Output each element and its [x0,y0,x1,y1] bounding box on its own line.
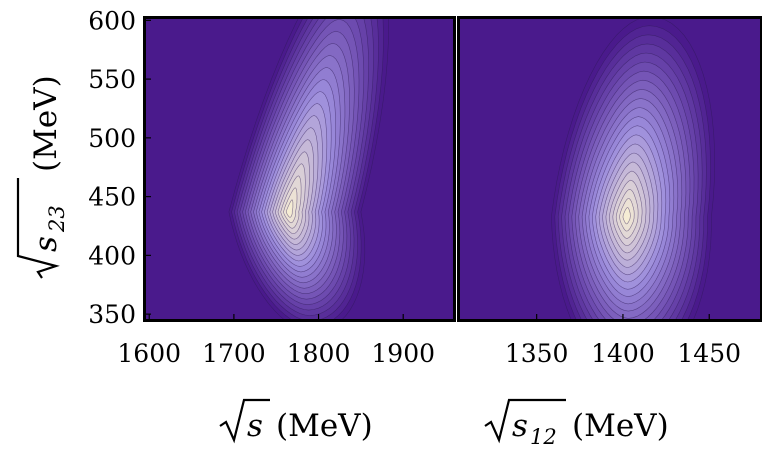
x-ticks-1: 1600 1700 1800 1900 [117,314,435,368]
y-tick-label: 450 [88,183,136,212]
contour-bands-1 [228,18,389,320]
x-tick-label: 1450 [677,339,741,368]
x-label-1-unit: (MeV) [276,408,373,444]
y-axis-label: s 23 (MeV) [16,75,69,279]
y-tick-label: 500 [88,124,136,153]
y-label-subscript: 23 [45,205,69,233]
y-tick-label: 350 [88,300,136,329]
contour-level-22 [285,199,294,218]
x-tick-label: 1700 [202,339,266,368]
y-label-unit: (MeV) [28,75,64,172]
plot-frame-1 [143,16,456,322]
contour-panel-1: 350 400 450 500 550 600 1600 1700 1800 1900 [88,6,456,368]
x-label-2-sqrt-sign [484,398,566,444]
x-tick-label: 1800 [287,339,351,368]
x-label-1-radicand: s [247,408,263,444]
y-label-sqrt-sign [16,178,60,279]
x-tick-label: 1600 [117,339,181,368]
contour-level-22 [622,207,631,225]
x-axis-label-1: s (MeV) [219,398,373,444]
x-label-2-subscript: 12 [530,425,557,449]
contour-bands-2 [551,18,716,320]
x-axis-label-2: s 12 (MeV) [484,398,669,449]
contour-panel-2: 1350 1400 1450 [457,16,762,368]
y-label-radicand: s [28,236,64,252]
y-tick-label: 600 [88,6,136,35]
x-label-2-radicand: s [512,408,528,444]
x-label-1-sqrt-sign [219,398,270,444]
x-tick-label: 1350 [505,339,569,368]
x-label-2-unit: (MeV) [572,408,669,444]
y-tick-label: 400 [88,241,136,270]
x-ticks-2: 1350 1400 1450 [505,314,741,368]
x-tick-label: 1900 [371,339,435,368]
y-ticks-1: 350 400 450 500 550 600 [88,6,151,329]
y-tick-label: 550 [88,65,136,94]
x-tick-label: 1400 [591,339,655,368]
